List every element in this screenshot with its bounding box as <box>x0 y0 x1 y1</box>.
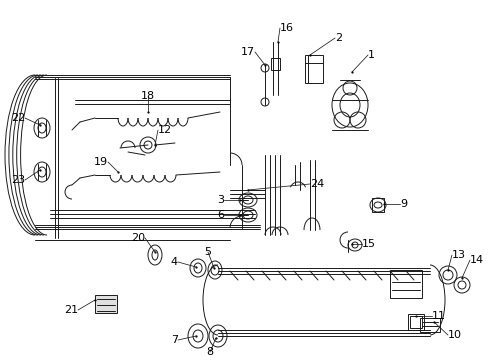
Text: 18: 18 <box>141 91 155 101</box>
Bar <box>407 314 423 330</box>
Text: 11: 11 <box>431 311 445 321</box>
Text: 1: 1 <box>367 50 374 60</box>
Text: 7: 7 <box>170 335 178 345</box>
Text: 9: 9 <box>399 199 407 209</box>
Text: 19: 19 <box>94 157 108 167</box>
Text: 16: 16 <box>280 23 293 33</box>
Text: 3: 3 <box>217 195 224 205</box>
Bar <box>270 58 280 70</box>
Bar <box>95 295 117 313</box>
Text: 20: 20 <box>131 233 145 243</box>
Text: 6: 6 <box>217 210 224 220</box>
Text: 17: 17 <box>241 47 254 57</box>
Ellipse shape <box>38 167 46 177</box>
Text: 12: 12 <box>158 125 172 135</box>
Text: 22: 22 <box>11 113 25 123</box>
Bar <box>419 318 439 332</box>
Text: 14: 14 <box>469 255 483 265</box>
Text: 10: 10 <box>447 330 461 340</box>
Text: 15: 15 <box>361 239 375 249</box>
Bar <box>371 198 383 212</box>
Text: 24: 24 <box>309 179 324 189</box>
Bar <box>305 55 323 83</box>
Bar <box>389 270 421 298</box>
Text: 23: 23 <box>11 175 25 185</box>
Text: 5: 5 <box>204 247 211 257</box>
Text: 2: 2 <box>334 33 342 43</box>
Ellipse shape <box>38 123 46 133</box>
Bar <box>409 316 421 328</box>
Text: 8: 8 <box>206 347 213 357</box>
Text: 4: 4 <box>170 257 178 267</box>
Text: 13: 13 <box>451 250 465 260</box>
Text: 21: 21 <box>64 305 78 315</box>
